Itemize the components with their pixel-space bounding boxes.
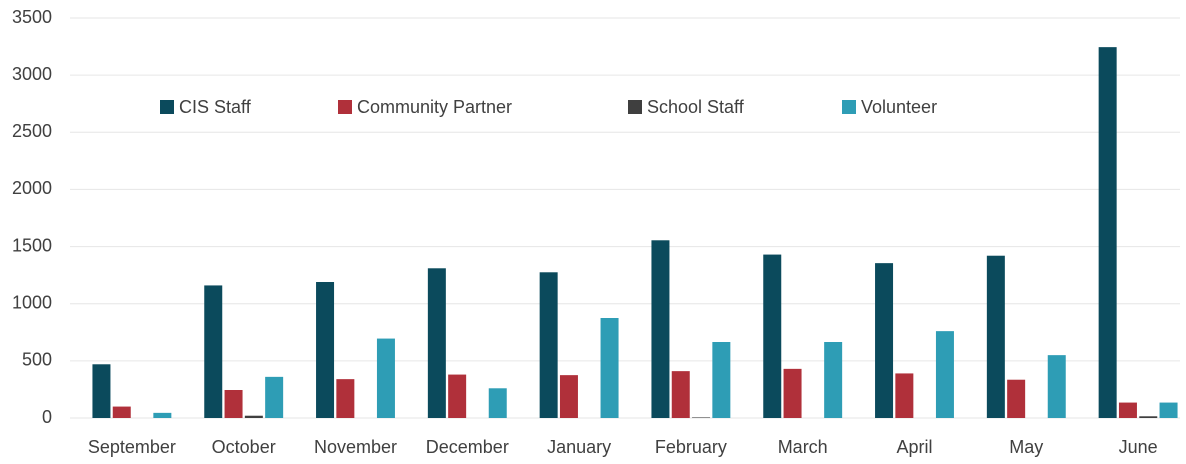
y-tick-label: 2000	[12, 178, 52, 198]
bar	[651, 240, 670, 418]
bar	[244, 415, 263, 418]
bar	[712, 342, 731, 418]
bar	[1098, 47, 1117, 419]
y-tick-label: 1500	[12, 235, 52, 255]
y-tick-label: 0	[42, 407, 52, 427]
legend-swatch	[628, 100, 642, 114]
bar	[204, 285, 223, 418]
y-tick-label: 1000	[12, 292, 52, 312]
bar	[92, 364, 111, 418]
bar	[376, 338, 395, 418]
bar	[559, 375, 578, 418]
bar	[1047, 355, 1066, 418]
legend-label: Volunteer	[861, 97, 937, 117]
x-tick-label: March	[778, 437, 828, 457]
bar	[265, 376, 284, 418]
x-tick-label: October	[212, 437, 276, 457]
bar	[448, 374, 467, 418]
bar	[763, 254, 782, 418]
bar	[600, 318, 619, 418]
bar	[427, 268, 446, 418]
bar	[824, 342, 843, 418]
bar	[1159, 402, 1178, 418]
bar	[875, 263, 894, 418]
y-tick-label: 500	[22, 350, 52, 370]
x-tick-label: January	[547, 437, 611, 457]
y-tick-label: 3000	[12, 64, 52, 84]
legend-swatch	[338, 100, 352, 114]
y-tick-label: 2500	[12, 121, 52, 141]
bar	[539, 272, 558, 418]
legend-swatch	[842, 100, 856, 114]
x-tick-label: September	[88, 437, 176, 457]
bar	[1007, 379, 1026, 418]
bar	[153, 412, 172, 418]
bar	[316, 282, 335, 418]
bar	[986, 255, 1005, 418]
bar	[935, 331, 954, 418]
x-tick-label: February	[655, 437, 727, 457]
bar	[112, 406, 131, 418]
legend-label: CIS Staff	[179, 97, 252, 117]
bar	[783, 368, 802, 418]
bar	[224, 390, 243, 418]
x-tick-label: December	[426, 437, 509, 457]
bar	[336, 379, 355, 418]
bar	[1118, 402, 1137, 418]
x-tick-label: April	[896, 437, 932, 457]
bar	[692, 417, 711, 418]
y-tick-label: 3500	[12, 7, 52, 27]
bar	[1139, 416, 1158, 418]
legend-label: School Staff	[647, 97, 745, 117]
x-tick-label: May	[1009, 437, 1043, 457]
legend-swatch	[160, 100, 174, 114]
bar	[671, 371, 690, 418]
legend-label: Community Partner	[357, 97, 512, 117]
x-tick-label: June	[1119, 437, 1158, 457]
bar	[488, 388, 507, 418]
x-tick-label: November	[314, 437, 397, 457]
bar	[895, 373, 914, 418]
